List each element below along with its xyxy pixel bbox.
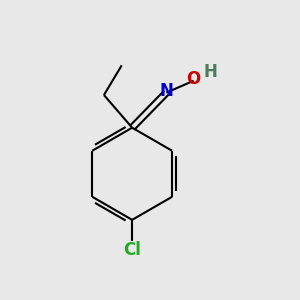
Text: Cl: Cl: [123, 241, 141, 259]
Text: H: H: [204, 63, 218, 81]
Text: N: N: [159, 82, 173, 100]
Text: O: O: [187, 70, 201, 88]
